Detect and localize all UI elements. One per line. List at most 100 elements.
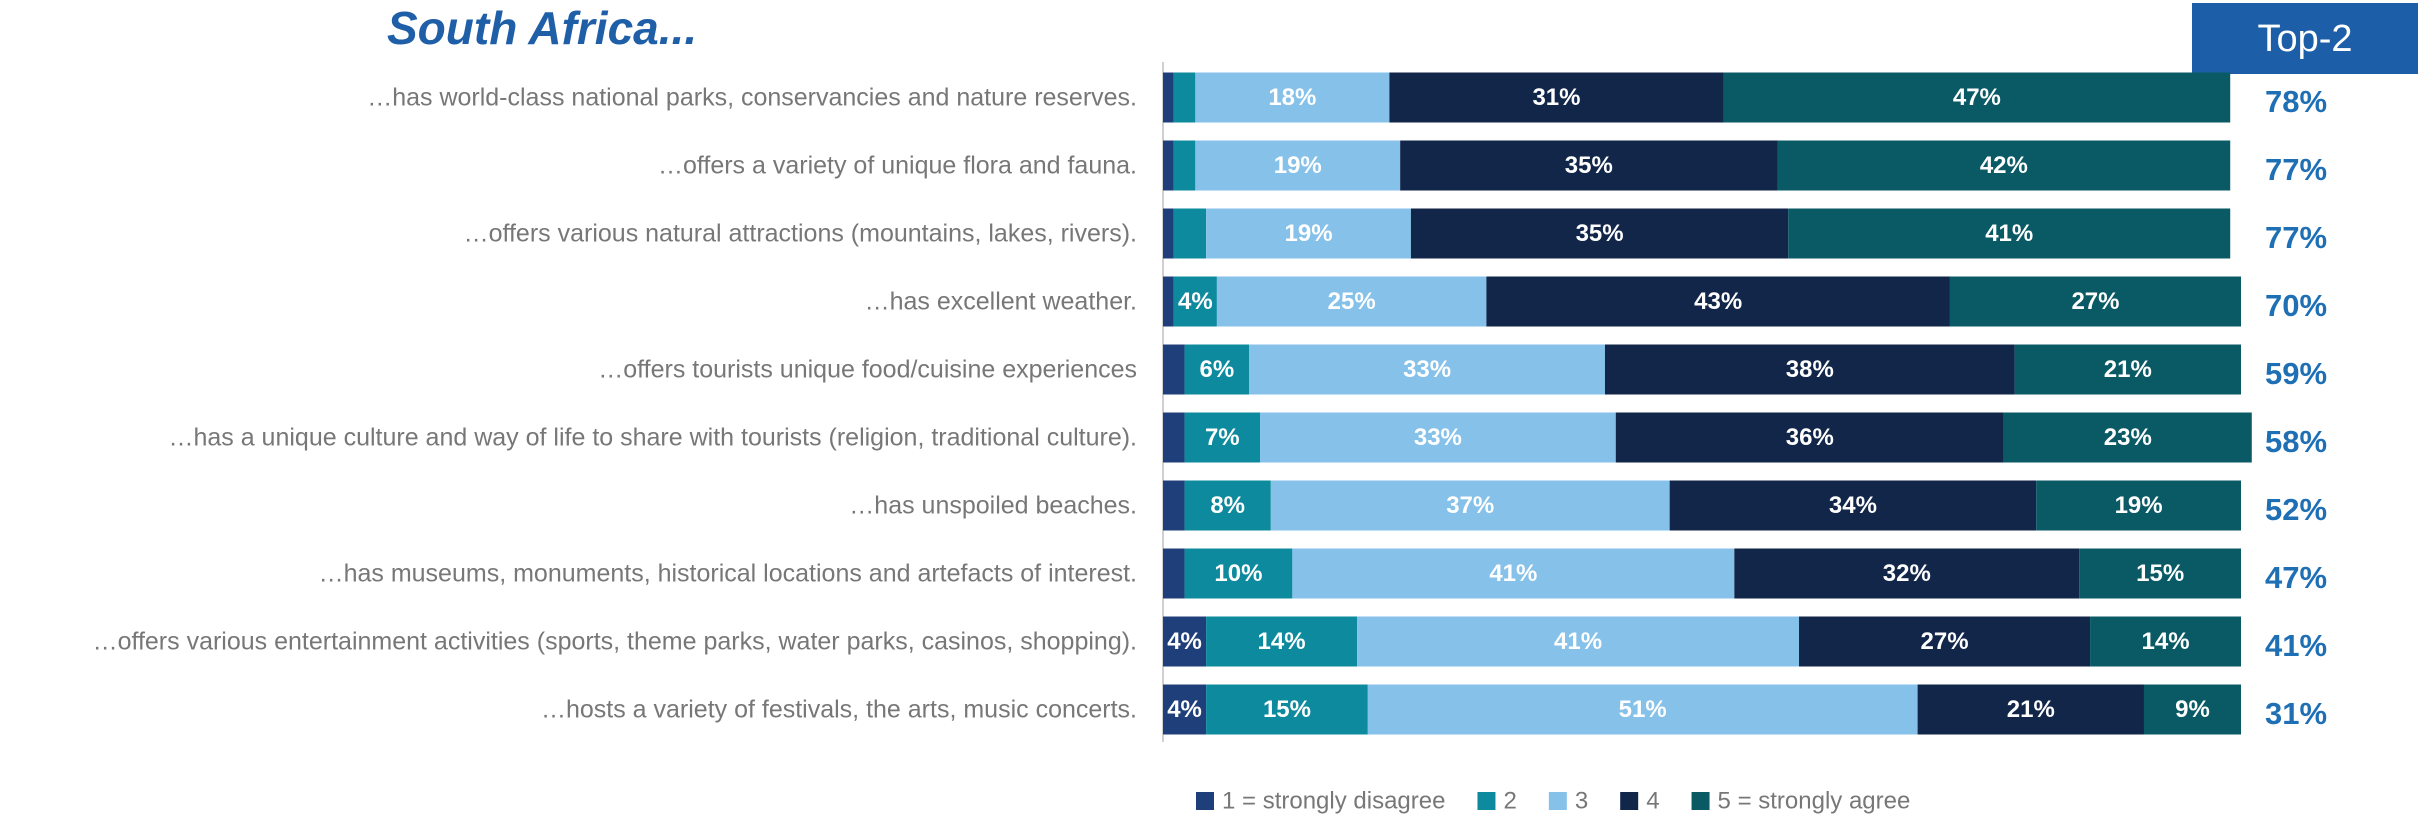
- data-label: 7%: [1205, 424, 1240, 451]
- legend-label: 5 = strongly agree: [1718, 788, 1911, 815]
- data-label: 8%: [1210, 492, 1245, 519]
- category-label: …offers a variety of unique flora and fa…: [658, 152, 1137, 180]
- bar-segment: [1260, 412, 1616, 463]
- top2-value: 70%: [2265, 288, 2327, 323]
- bar-segment: [1917, 684, 2144, 735]
- bar-segment: [1173, 276, 1217, 327]
- data-label: 10%: [1214, 560, 1262, 587]
- category-label: …has world-class national parks, conserv…: [367, 84, 1137, 112]
- bar-segment: [1173, 208, 1207, 259]
- category-label: …offers various natural attractions (mou…: [464, 220, 1137, 248]
- top2-value: 52%: [2265, 492, 2327, 527]
- data-label: 27%: [1921, 628, 1969, 655]
- top2-value: 58%: [2265, 424, 2327, 459]
- bar-segment: [1163, 412, 1185, 463]
- bar-segment: [1410, 208, 1789, 259]
- bar-segment: [1163, 276, 1174, 327]
- data-label: 33%: [1403, 356, 1451, 383]
- legend-label: 3: [1575, 788, 1588, 815]
- data-label: 35%: [1576, 220, 1624, 247]
- category-label: …offers various entertainment activities…: [93, 628, 1137, 656]
- bar-segment: [1163, 548, 1185, 599]
- bar-segment: [1195, 72, 1390, 123]
- category-label: …offers tourists unique food/cuisine exp…: [598, 356, 1137, 384]
- chart-title: South Africa...: [387, 2, 697, 54]
- bar-segment: [1184, 344, 1250, 395]
- bar-segment: [1184, 480, 1271, 531]
- bar-segment: [1184, 548, 1293, 599]
- bar-segment: [1604, 344, 2015, 395]
- bar-segment: [1669, 480, 2037, 531]
- bar-segment: [1206, 616, 1358, 667]
- data-label: 33%: [1414, 424, 1462, 451]
- bar-segment: [1615, 412, 2004, 463]
- bar-segment: [1734, 548, 2080, 599]
- data-label: 4%: [1178, 288, 1213, 315]
- bar-segment: [1389, 72, 1724, 123]
- bar-segment: [1163, 480, 1185, 531]
- data-label: 9%: [2175, 696, 2210, 723]
- top2-header: Top-2: [2257, 18, 2352, 60]
- data-label: 21%: [2104, 356, 2152, 383]
- data-label: 27%: [2071, 288, 2119, 315]
- legend-swatch: [1691, 792, 1710, 810]
- bar-segment: [2014, 344, 2241, 395]
- data-label: 35%: [1565, 152, 1613, 179]
- bar-segment: [1357, 616, 1800, 667]
- data-label: 14%: [2142, 628, 2190, 655]
- bar-segment: [1216, 276, 1487, 327]
- bar-segment: [1163, 684, 1207, 735]
- category-label: …has museums, monuments, historical loca…: [319, 560, 1137, 588]
- data-label: 4%: [1167, 696, 1202, 723]
- top2-value: 31%: [2265, 696, 2327, 731]
- top2-value: 47%: [2265, 560, 2327, 595]
- bar-segment: [1173, 140, 1196, 191]
- bar-segment: [1163, 208, 1174, 259]
- data-label: 42%: [1980, 152, 2028, 179]
- top2-value: 59%: [2265, 356, 2327, 391]
- bar-segment: [2090, 616, 2241, 667]
- bar-segment: [1206, 208, 1411, 259]
- data-label: 25%: [1328, 288, 1376, 315]
- bar-segment: [1723, 72, 2231, 123]
- data-label: 51%: [1619, 696, 1667, 723]
- bar-segment: [2079, 548, 2241, 599]
- bar-segment: [1367, 684, 1918, 735]
- top2-value: 77%: [2265, 152, 2327, 187]
- data-label: 15%: [2136, 560, 2184, 587]
- bar-segment: [1788, 208, 2231, 259]
- bar-segment: [1206, 684, 1368, 735]
- data-label: 15%: [1263, 696, 1311, 723]
- data-label: 21%: [2007, 696, 2055, 723]
- data-label: 41%: [1985, 220, 2033, 247]
- category-label: …has a unique culture and way of life to…: [168, 424, 1137, 452]
- data-label: 4%: [1167, 628, 1202, 655]
- bar-segment: [1184, 412, 1261, 463]
- top2-value: 78%: [2265, 84, 2327, 119]
- legend-swatch: [1196, 792, 1214, 810]
- legend-swatch: [1477, 792, 1496, 810]
- data-label: 19%: [1285, 220, 1333, 247]
- bar-segment: [1163, 140, 1174, 191]
- data-label: 14%: [1258, 628, 1306, 655]
- data-label: 47%: [1953, 84, 2001, 111]
- category-label: …has unspoiled beaches.: [849, 492, 1137, 520]
- legend-swatch: [1620, 792, 1639, 810]
- data-label: 43%: [1694, 288, 1742, 315]
- data-label: 36%: [1786, 424, 1834, 451]
- data-label: 18%: [1268, 84, 1316, 111]
- bar-segment: [2143, 684, 2241, 735]
- category-label: …hosts a variety of festivals, the arts,…: [541, 696, 1137, 724]
- bar-segment: [1400, 140, 1778, 191]
- bar-segment: [1799, 616, 2091, 667]
- bar-segment: [2003, 412, 2252, 463]
- bar-segment: [1292, 548, 1735, 599]
- top2-value: 41%: [2265, 628, 2327, 663]
- legend-label: 1 = strongly disagree: [1222, 788, 1445, 815]
- data-label: 41%: [1554, 628, 1602, 655]
- bar-segment: [1163, 616, 1207, 667]
- bar-segment: [1270, 480, 1670, 531]
- category-label: …has excellent weather.: [865, 288, 1137, 316]
- data-label: 19%: [2115, 492, 2163, 519]
